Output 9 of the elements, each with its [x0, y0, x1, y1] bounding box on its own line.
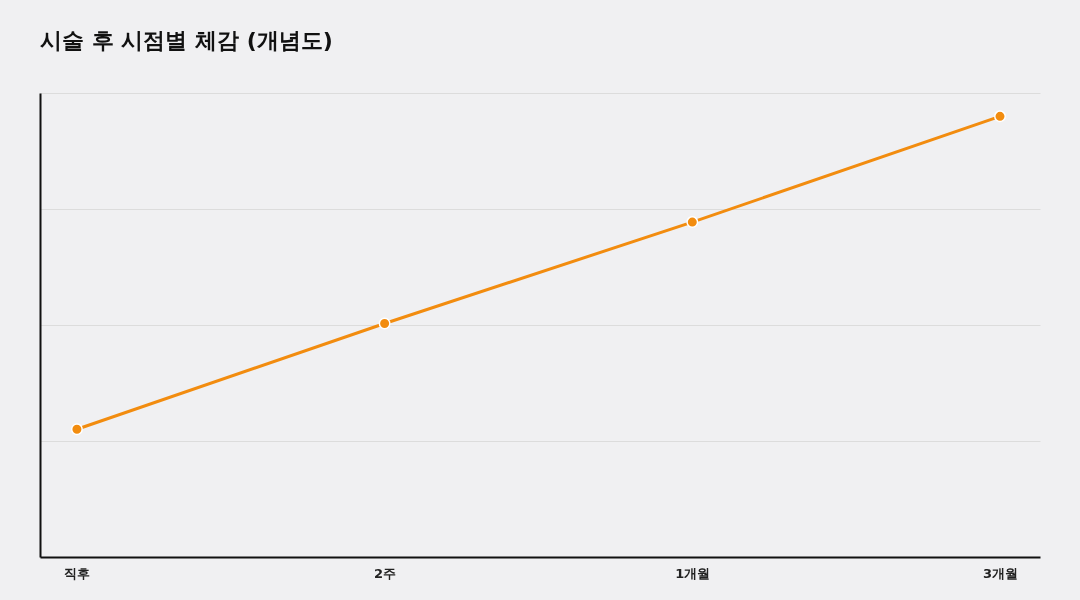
x-tick-label: 3개월	[982, 565, 1019, 581]
x-tick-label: 2주	[374, 565, 397, 581]
point	[994, 110, 1006, 123]
x-tick-label: 1개월	[675, 565, 711, 581]
chart-title: 시술 후 시점별 체감 (개념도)	[40, 28, 333, 53]
x-tick-label: 직후	[64, 565, 91, 581]
point	[378, 317, 391, 330]
point	[70, 423, 83, 436]
point	[686, 216, 699, 229]
